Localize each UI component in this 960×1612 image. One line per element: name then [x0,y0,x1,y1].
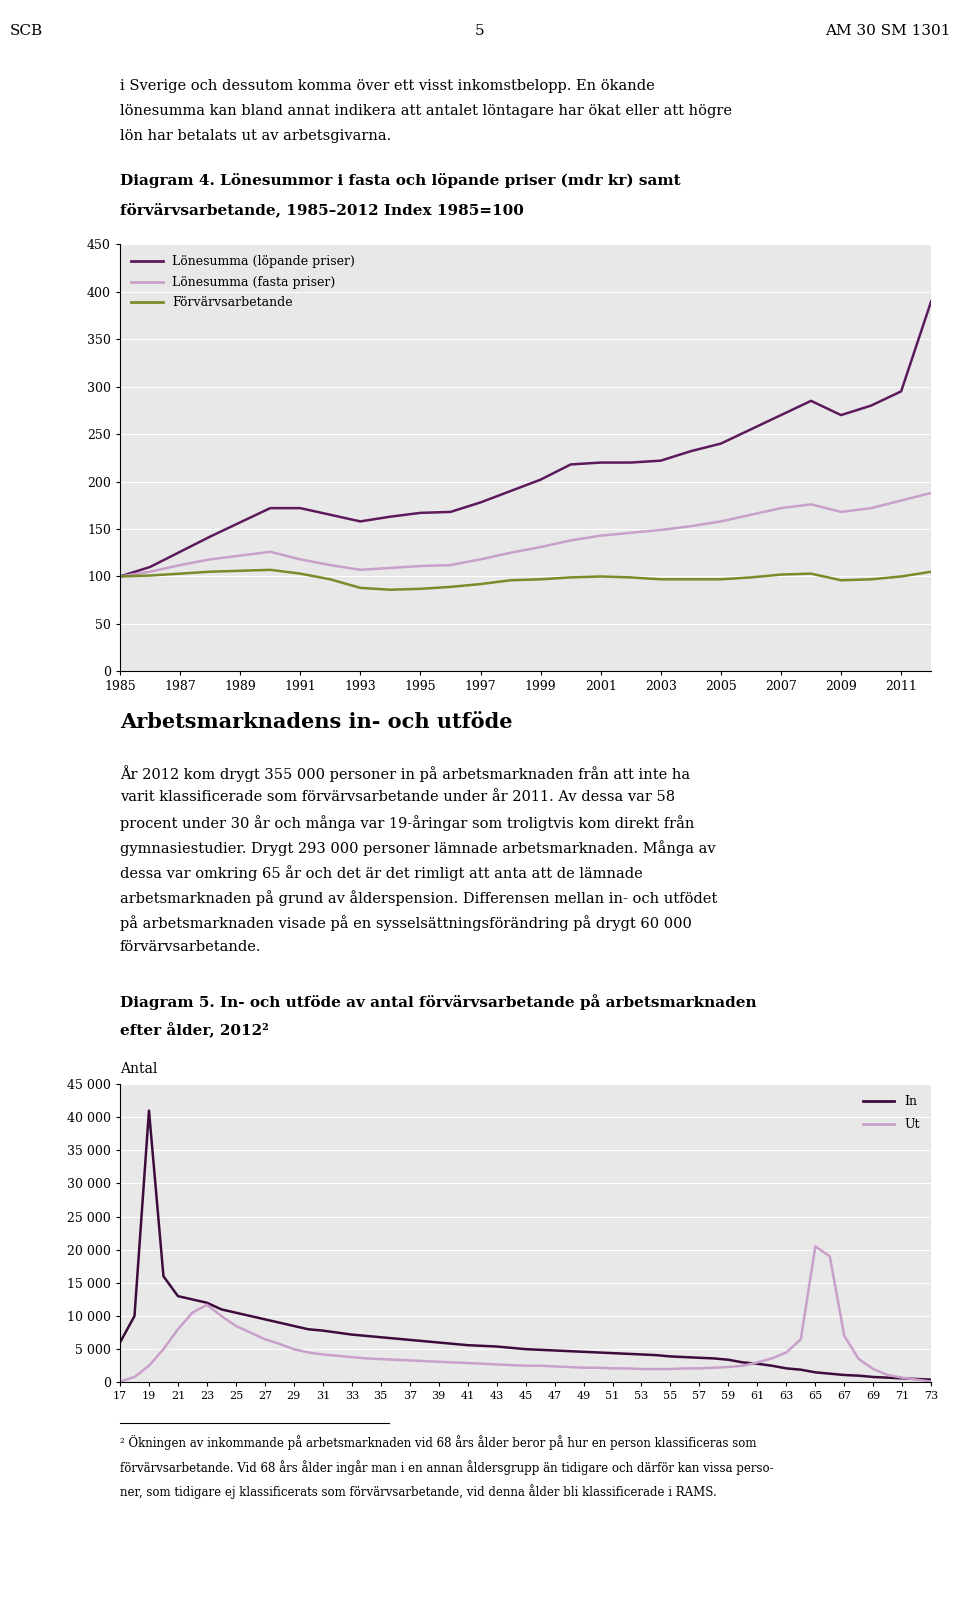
Text: varit klassificerade som förvärvsarbetande under år 2011. Av dessa var 58: varit klassificerade som förvärvsarbetan… [120,790,675,804]
Text: efter ålder, 2012²: efter ålder, 2012² [120,1024,269,1038]
Text: Arbetsmarknadens in- och utföde: Arbetsmarknadens in- och utföde [120,713,513,732]
Text: Antal: Antal [120,1062,157,1075]
Text: gymnasiestudier. Drygt 293 000 personer lämnade arbetsmarknaden. Många av: gymnasiestudier. Drygt 293 000 personer … [120,840,715,856]
Text: arbetsmarknaden på grund av ålderspension. Differensen mellan in- och utfödet: arbetsmarknaden på grund av ålderspensio… [120,890,717,906]
Text: År 2012 kom drygt 355 000 personer in på arbetsmarknaden från att inte ha: År 2012 kom drygt 355 000 personer in på… [120,766,690,782]
Text: lön har betalats ut av arbetsgivarna.: lön har betalats ut av arbetsgivarna. [120,129,392,143]
Text: på arbetsmarknaden visade på en sysselsättningsförändring på drygt 60 000: på arbetsmarknaden visade på en sysselsä… [120,916,692,930]
Text: SCB: SCB [10,24,43,39]
Text: Diagram 5. In- och utföde av antal förvärvsarbetande på arbetsmarknaden: Diagram 5. In- och utföde av antal förvä… [120,995,756,1009]
Text: Diagram 4. Lönesummor i fasta och löpande priser (mdr kr) samt: Diagram 4. Lönesummor i fasta och löpand… [120,172,681,189]
Text: 5: 5 [475,24,485,39]
Text: procent under 30 år och många var 19-åringar som troligtvis kom direkt från: procent under 30 år och många var 19-åri… [120,816,694,830]
Text: lönesumma kan bland annat indikera att antalet löntagare har ökat eller att högr: lönesumma kan bland annat indikera att a… [120,103,732,118]
Text: ² Ökningen av inkommande på arbetsmarknaden vid 68 års ålder beror på hur en per: ² Ökningen av inkommande på arbetsmarkna… [120,1436,756,1451]
Legend: In, Ut: In, Ut [858,1090,924,1136]
Legend: Lönesumma (löpande priser), Lönesumma (fasta priser), Förvärvsarbetande: Lönesumma (löpande priser), Lönesumma (f… [127,250,360,314]
Text: förvärvsarbetande, 1985–2012 Index 1985=100: förvärvsarbetande, 1985–2012 Index 1985=… [120,203,524,218]
Text: AM 30 SM 1301: AM 30 SM 1301 [825,24,950,39]
Text: dessa var omkring 65 år och det är det rimligt att anta att de lämnade: dessa var omkring 65 år och det är det r… [120,866,643,880]
Text: förvärvsarbetande. Vid 68 års ålder ingår man i en annan åldersgrupp än tidigare: förvärvsarbetande. Vid 68 års ålder ingå… [120,1460,774,1475]
Text: förvärvsarbetande.: förvärvsarbetande. [120,940,261,954]
Text: i Sverige och dessutom komma över ett visst inkomstbelopp. En ökande: i Sverige och dessutom komma över ett vi… [120,79,655,93]
Text: ner, som tidigare ej klassificerats som förvärvsarbetande, vid denna ålder bli k: ner, som tidigare ej klassificerats som … [120,1485,717,1499]
